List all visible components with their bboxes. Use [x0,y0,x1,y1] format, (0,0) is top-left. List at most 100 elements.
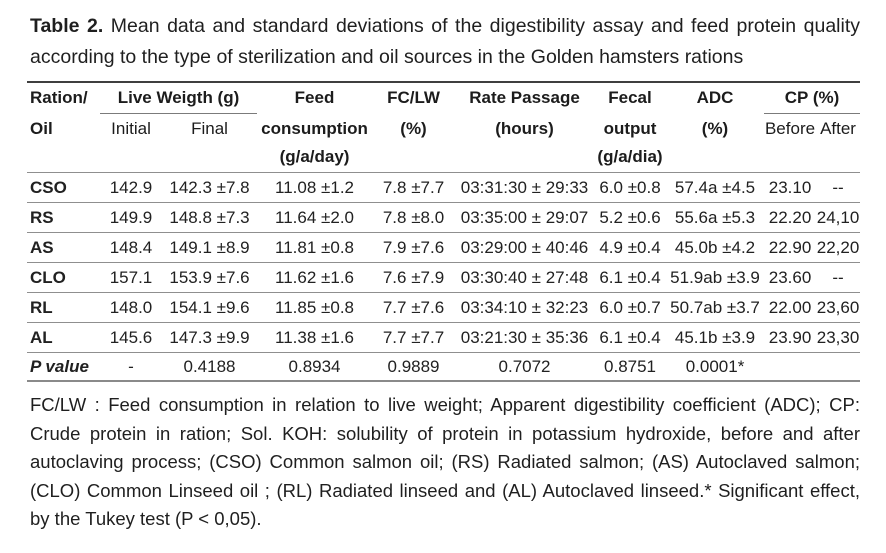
digestibility-data-table: Ration/ Oil Live Weigth (g) Feed FC/LW R… [27,81,861,382]
cell-feed: 11.64 ±2.0 [257,202,373,233]
cell-cp-after: 22,20 [816,232,861,263]
table-caption-label: Table 2. [30,15,104,37]
header-feed-unit: (g/a/day) [279,146,350,166]
cell-cp-before: 23.10 [764,172,817,203]
cell-cp-after: 23,60 [816,292,861,323]
cell-ration: AL [27,322,100,353]
cell-cp-before: 22.00 [764,292,817,323]
header-fecal-line2: output [603,118,657,138]
cell-adc: 57.4a ±4.5 [666,172,765,203]
header-fclw: FC/LW [387,88,440,107]
header-fecal-output: Fecal [608,88,652,107]
cell-rate: 03:35:00 ± 29:07 [455,202,595,233]
cell-fclw: 7.7 ±7.6 [372,292,456,323]
header-ration-line2: Oil [30,119,53,138]
cell-feed: 11.62 ±1.6 [257,262,373,293]
cell-adc: 50.7ab ±3.7 [666,292,765,323]
cell-final: 154.1 ±9.6 [162,292,258,323]
header-cp-after: After [820,119,856,138]
cell-feed: 11.85 ±0.8 [257,292,373,323]
cell-ration: RL [27,292,100,323]
header-adc: ADC [696,88,734,107]
table-body: CSO 142.9 142.3 ±7.8 11.08 ±1.2 7.8 ±7.7… [27,172,861,381]
header-live-weight: Live Weigth (g) [100,82,258,114]
cell-final: 142.3 ±7.8 [162,172,258,203]
table-row-as: AS 148.4 149.1 ±8.9 11.81 ±0.8 7.9 ±7.6 … [27,232,861,263]
cell-adc: 55.6a ±5.3 [666,202,765,233]
cell-feed: 11.38 ±1.6 [257,322,373,353]
cell-cp-before: 22.90 [764,232,817,263]
cell-rate: 03:30:40 ± 27:48 [455,262,595,293]
cell-adc: 45.0b ±4.2 [666,232,765,263]
pvalue-label: P value [27,352,100,381]
header-ration-line1: Ration/ [30,88,88,107]
table-row-clo: CLO 157.1 153.9 ±7.6 11.62 ±1.6 7.6 ±7.9… [27,262,861,293]
header-final: Final [191,119,228,138]
pvalue-rate: 0.7072 [455,352,595,381]
header-rate-unit: (hours) [495,118,554,138]
header-initial: Initial [111,119,151,138]
pvalue-fclw: 0.9889 [372,352,456,381]
cell-final: 149.1 ±8.9 [162,232,258,263]
pvalue-feed: 0.8934 [257,352,373,381]
cell-feed: 11.08 ±1.2 [257,172,373,203]
cell-cp-before: 22.20 [764,202,817,233]
cell-ration: RS [27,202,100,233]
header-feed-line2: consumption [261,118,368,138]
cell-adc: 45.1b ±3.9 [666,322,765,353]
cell-initial: 148.4 [100,232,162,263]
cell-initial: 157.1 [100,262,162,293]
cell-cp-before: 23.90 [764,322,817,353]
cell-fclw: 7.9 ±7.6 [372,232,456,263]
cell-fecal: 5.2 ±0.6 [594,202,667,233]
pvalue-row: P value - 0.4188 0.8934 0.9889 0.7072 0.… [27,352,861,381]
cell-initial: 145.6 [100,322,162,353]
cell-rate: 03:31:30 ± 29:33 [455,172,595,203]
table-row-al: AL 145.6 147.3 ±9.9 11.38 ±1.6 7.7 ±7.7 … [27,322,861,353]
pvalue-initial: - [100,352,162,381]
cell-initial: 148.0 [100,292,162,323]
cell-cp-after: 24,10 [816,202,861,233]
cell-ration: CSO [27,172,100,203]
header-cp-before: Before [764,119,816,138]
cell-fclw: 7.8 ±8.0 [372,202,456,233]
cell-final: 153.9 ±7.6 [162,262,258,293]
cell-fecal: 6.1 ±0.4 [594,262,667,293]
header-fclw-unit: (%) [400,118,427,138]
cell-fecal: 6.0 ±0.7 [594,292,667,323]
cell-final: 148.8 ±7.3 [162,202,258,233]
header-fecal-unit: (g/a/dia) [597,146,663,166]
table-footnote: FC/LW : Feed consumption in relation to … [30,394,860,530]
cell-cp-after: 23,30 [816,322,861,353]
cell-fclw: 7.8 ±7.7 [372,172,456,203]
table-caption: Table 2. Mean data and standard deviatio… [0,0,886,81]
cell-cp-after: -- [816,262,861,293]
cell-cp-after: -- [816,172,861,203]
cell-initial: 142.9 [100,172,162,203]
cell-fecal: 6.1 ±0.4 [594,322,667,353]
header-ration-oil: Ration/ Oil [27,82,100,173]
header-adc-unit: (%) [701,118,729,138]
cell-final: 147.3 ±9.9 [162,322,258,353]
cell-adc: 51.9ab ±3.9 [666,262,765,293]
header-feed-consumption: Feed [294,88,335,107]
table-row-cso: CSO 142.9 142.3 ±7.8 11.08 ±1.2 7.8 ±7.7… [27,172,861,203]
table-caption-text: Mean data and standard deviations of the… [30,15,861,68]
pvalue-cp-after [816,352,861,381]
cell-rate: 03:34:10 ± 32:23 [455,292,595,323]
cell-rate: 03:29:00 ± 40:46 [455,232,595,263]
cell-rate: 03:21:30 ± 35:36 [455,322,595,353]
table-row-rl: RL 148.0 154.1 ±9.6 11.85 ±0.8 7.7 ±7.6 … [27,292,861,323]
pvalue-adc: 0.0001* [666,352,765,381]
pvalue-fecal: 0.8751 [594,352,667,381]
table-row-rs: RS 149.9 148.8 ±7.3 11.64 ±2.0 7.8 ±8.0 … [27,202,861,233]
cell-initial: 149.9 [100,202,162,233]
cell-ration: CLO [27,262,100,293]
cell-fclw: 7.7 ±7.7 [372,322,456,353]
cell-ration: AS [27,232,100,263]
pvalue-final: 0.4188 [162,352,258,381]
header-rate-passage: Rate Passage [469,88,580,107]
pvalue-cp-before [764,352,817,381]
cell-cp-before: 23.60 [764,262,817,293]
cell-fecal: 4.9 ±0.4 [594,232,667,263]
